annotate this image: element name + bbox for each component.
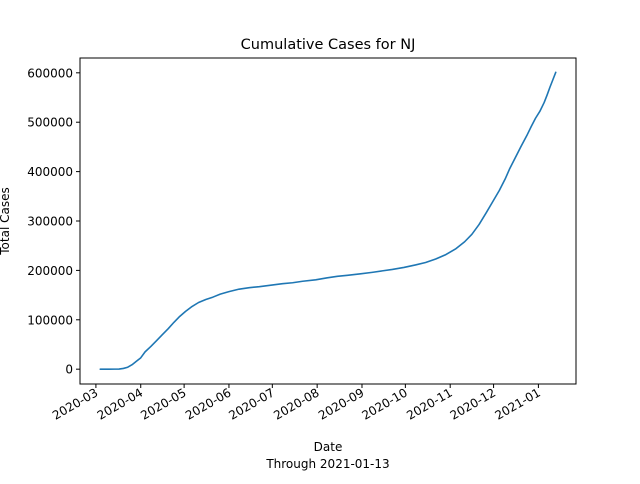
- y-tick-label: 400000: [27, 165, 73, 179]
- y-tick-label: 100000: [27, 313, 73, 327]
- y-tick-label: 300000: [27, 215, 73, 229]
- plot-area: [99, 71, 557, 370]
- x-axis-sublabel: Through 2021-01-13: [265, 457, 389, 471]
- y-axis-label: Total Cases: [0, 187, 12, 255]
- series-line: [99, 71, 557, 370]
- x-tick-label: 2021-01: [492, 385, 542, 422]
- y-tick-label: 200000: [27, 264, 73, 278]
- x-tick-label: 2020-04: [95, 385, 145, 422]
- x-axis-label: Date: [314, 440, 343, 454]
- y-tick-label: 600000: [27, 66, 73, 80]
- x-tick-label: 2020-09: [316, 385, 366, 422]
- x-tick-label: 2020-11: [404, 385, 454, 422]
- x-tick-label: 2020-05: [138, 385, 188, 422]
- y-tick-label: 0: [65, 363, 73, 377]
- x-tick-label: 2020-08: [271, 385, 321, 422]
- y-axis: 0 100000 200000 300000 400000 500000 600000: [27, 66, 80, 377]
- y-tick-label: 500000: [27, 116, 73, 130]
- plot-frame: [79, 57, 577, 385]
- x-tick-label: 2020-07: [226, 385, 276, 422]
- x-tick-label: 2020-10: [359, 385, 409, 422]
- x-tick-label: 2020-03: [50, 385, 100, 422]
- x-tick-label: 2020-06: [183, 385, 233, 422]
- x-axis: 2020-032020-042020-052020-062020-072020-…: [50, 384, 543, 423]
- x-tick-label: 2020-12: [448, 385, 498, 422]
- chart-title: Cumulative Cases for NJ: [241, 37, 416, 53]
